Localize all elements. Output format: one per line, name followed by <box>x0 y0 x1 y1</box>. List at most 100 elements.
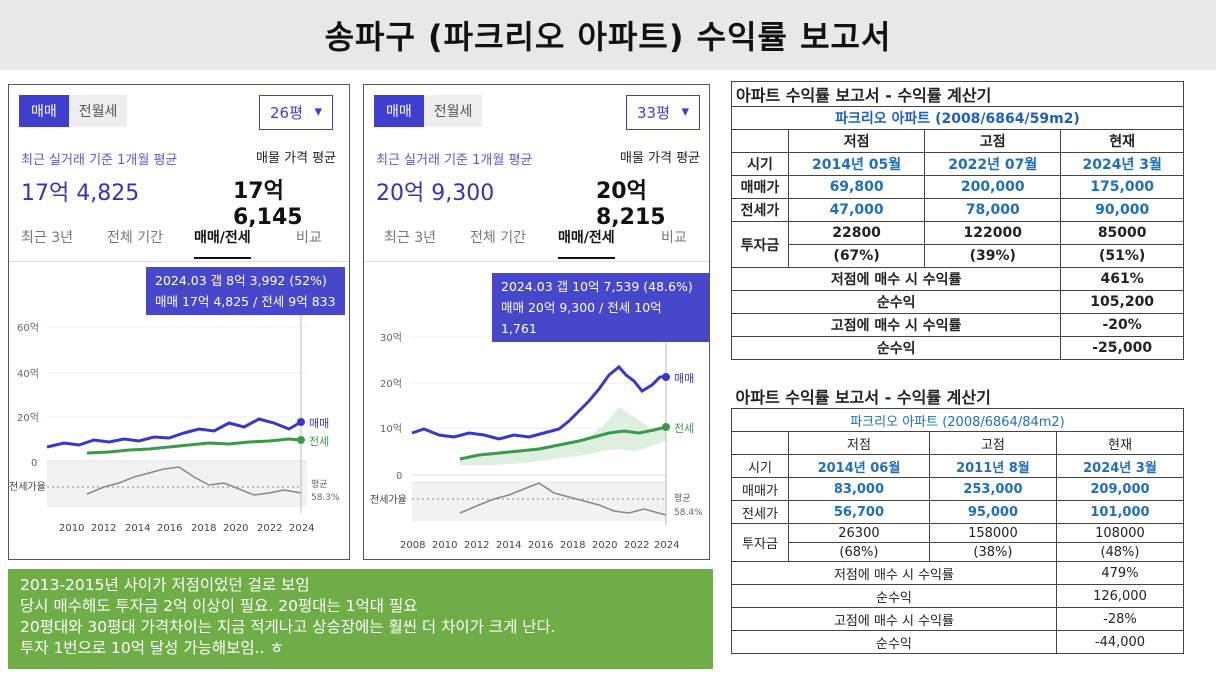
cell: 95,000 <box>928 500 1057 524</box>
period-tabs: 최근 3년 전체 기간 매매/전세 비교 <box>9 221 349 262</box>
ratio-band <box>412 481 666 521</box>
note-box: 2013-2015년 사이가 저점이었던 걸로 보임 당시 매수해도 투자금 2… <box>8 569 713 669</box>
cell: 83,000 <box>788 477 930 501</box>
tab-trade-jeonse[interactable]: 매매/전세 <box>558 227 615 259</box>
tab-trade[interactable]: 매매 <box>19 95 69 127</box>
summary-label: 고점에 매수 시 수익률 <box>731 607 1057 631</box>
cell: 253,000 <box>928 477 1057 501</box>
x-tick: 2022 <box>257 523 282 534</box>
cell: 175,000 <box>1060 175 1184 199</box>
tab-rent[interactable]: 전월세 <box>423 95 483 127</box>
summary-label: 순수익 <box>731 630 1057 654</box>
page-title: 송파구 (파크리오 아파트) 수익률 보고서 <box>324 18 892 56</box>
x-tick: 2012 <box>464 540 489 551</box>
cell: 122000 <box>924 221 1062 245</box>
ratio-label: 전세가율 <box>9 481 46 493</box>
tab-all-period[interactable]: 전체 기간 <box>107 230 163 246</box>
row-label: 매매가 <box>731 175 789 199</box>
ratio-line <box>459 482 667 516</box>
col-header: 고점 <box>928 431 1057 455</box>
table-subtitle: 파크리오 아파트 (2008/6864/59m2) <box>731 106 1184 130</box>
jeonse-line <box>459 425 667 461</box>
tab-compare[interactable]: 비교 <box>296 230 322 246</box>
recent-value: 17억 4,825 <box>21 181 140 206</box>
row-label: 전세가 <box>731 198 789 222</box>
jeonse-series-label: 전세 <box>309 435 329 448</box>
row-label: 전세가 <box>731 500 789 524</box>
cell: (51%) <box>1060 244 1184 268</box>
table-caption: 아파트 수익률 보고서 - 수익률 계산기 <box>735 388 991 407</box>
tab-trade[interactable]: 매매 <box>374 95 424 127</box>
cell: 2022년 07월 <box>924 152 1062 176</box>
y-tick: 0 <box>31 458 37 469</box>
cell: 2014년 05월 <box>787 152 926 176</box>
tab-recent-3y[interactable]: 최근 3년 <box>21 230 73 246</box>
col-header: 현재 <box>1055 431 1185 455</box>
x-tick: 2016 <box>157 523 182 534</box>
summary-value: 126,000 <box>1055 584 1185 608</box>
trade-line <box>46 417 302 449</box>
price-chart: 60억 40억 20억 0 매매 전세 전세가율 평균 58.3% 2010 2… <box>9 301 340 534</box>
cell: 22800 <box>787 221 926 245</box>
y-tick: 30억 <box>380 332 402 344</box>
size-select[interactable]: 33평 ▾ <box>626 95 700 130</box>
cell: 209,000 <box>1055 477 1185 501</box>
chart-tooltip: 2024.03 갭 10억 7,539 (48.6%) 매매 20억 9,300… <box>492 273 709 342</box>
y-tick: 10억 <box>380 423 402 435</box>
cell: (39%) <box>924 244 1062 268</box>
summary-label: 순수익 <box>730 336 1062 360</box>
cell: (38%) <box>928 542 1057 562</box>
triangle-down-icon: ▾ <box>681 102 689 120</box>
tooltip-gap: 2024.03 갭 8억 3,992 (52%) <box>155 273 327 288</box>
cell: 26300 <box>788 523 930 543</box>
x-tick: 2024 <box>289 523 314 534</box>
summary-value: -44,000 <box>1055 630 1185 654</box>
col-header: 저점 <box>787 129 926 153</box>
x-tick: 2014 <box>496 540 521 551</box>
summary-value: -20% <box>1060 313 1184 337</box>
x-tick: 2014 <box>125 523 150 534</box>
tab-all-period[interactable]: 전체 기간 <box>470 230 526 246</box>
jeonse-line <box>86 437 302 455</box>
summary-value: -28% <box>1055 607 1185 631</box>
tooltip-prices: 매매 20억 9,300 / 전세 10억 1,761 <box>501 300 662 336</box>
x-tick: 2016 <box>528 540 553 551</box>
price-chart: 30억 20억 10억 0 매매 전세 전세가율 평균 58.4% 2008 2… <box>370 323 703 551</box>
cell: 47,000 <box>787 198 926 222</box>
note-line: 투자 1번으로 10억 달성 가능해보임.. ㅎ <box>20 639 284 657</box>
table-caption: 아파트 수익률 보고서 - 수익률 계산기 <box>731 81 1184 107</box>
cell: 2014년 06월 <box>788 454 930 478</box>
size-select[interactable]: 26평 ▾ <box>259 95 333 130</box>
cell: 200,000 <box>924 175 1062 199</box>
x-tick: 2018 <box>560 540 585 551</box>
row-label: 시기 <box>731 454 789 478</box>
summary-value: 479% <box>1055 561 1185 585</box>
jeonse-series-label: 전세 <box>674 422 694 435</box>
recent-label: 최근 실거래 기준 1개월 평균 <box>21 153 178 168</box>
col-header: 저점 <box>788 431 930 455</box>
summary-value: -25,000 <box>1060 336 1184 360</box>
cell: 2024년 3월 <box>1060 152 1184 176</box>
trade-series-label: 매매 <box>674 372 694 385</box>
y-tick: 20억 <box>380 378 402 390</box>
ratio-label: 전세가율 <box>370 494 407 506</box>
tab-recent-3y[interactable]: 최근 3년 <box>384 230 436 246</box>
tab-compare[interactable]: 비교 <box>661 230 687 246</box>
avg-value: 20억 8,215 <box>596 179 666 230</box>
summary-label: 순수익 <box>730 290 1062 314</box>
ratio-band <box>47 461 307 507</box>
tab-trade-jeonse[interactable]: 매매/전세 <box>194 227 251 259</box>
note-line: 20평대와 30평대 가격차이는 지금 적게나고 상승장에는 훨씬 더 차이가 … <box>20 618 556 636</box>
x-tick: 2012 <box>91 523 116 534</box>
title-bar: 송파구 (파크리오 아파트) 수익률 보고서 <box>0 0 1216 70</box>
cell: 69,800 <box>787 175 926 199</box>
y-tick: 60억 <box>17 322 39 334</box>
row-label: 시기 <box>731 152 789 176</box>
avg-label: 매물 가격 평균 <box>256 151 337 166</box>
cell: (48%) <box>1055 542 1185 562</box>
x-tick: 2024 <box>654 540 679 551</box>
jeonse-range-band <box>460 407 666 465</box>
summary-value: 105,200 <box>1060 290 1184 314</box>
tab-rent[interactable]: 전월세 <box>68 95 128 127</box>
col-header: 현재 <box>1060 129 1184 153</box>
